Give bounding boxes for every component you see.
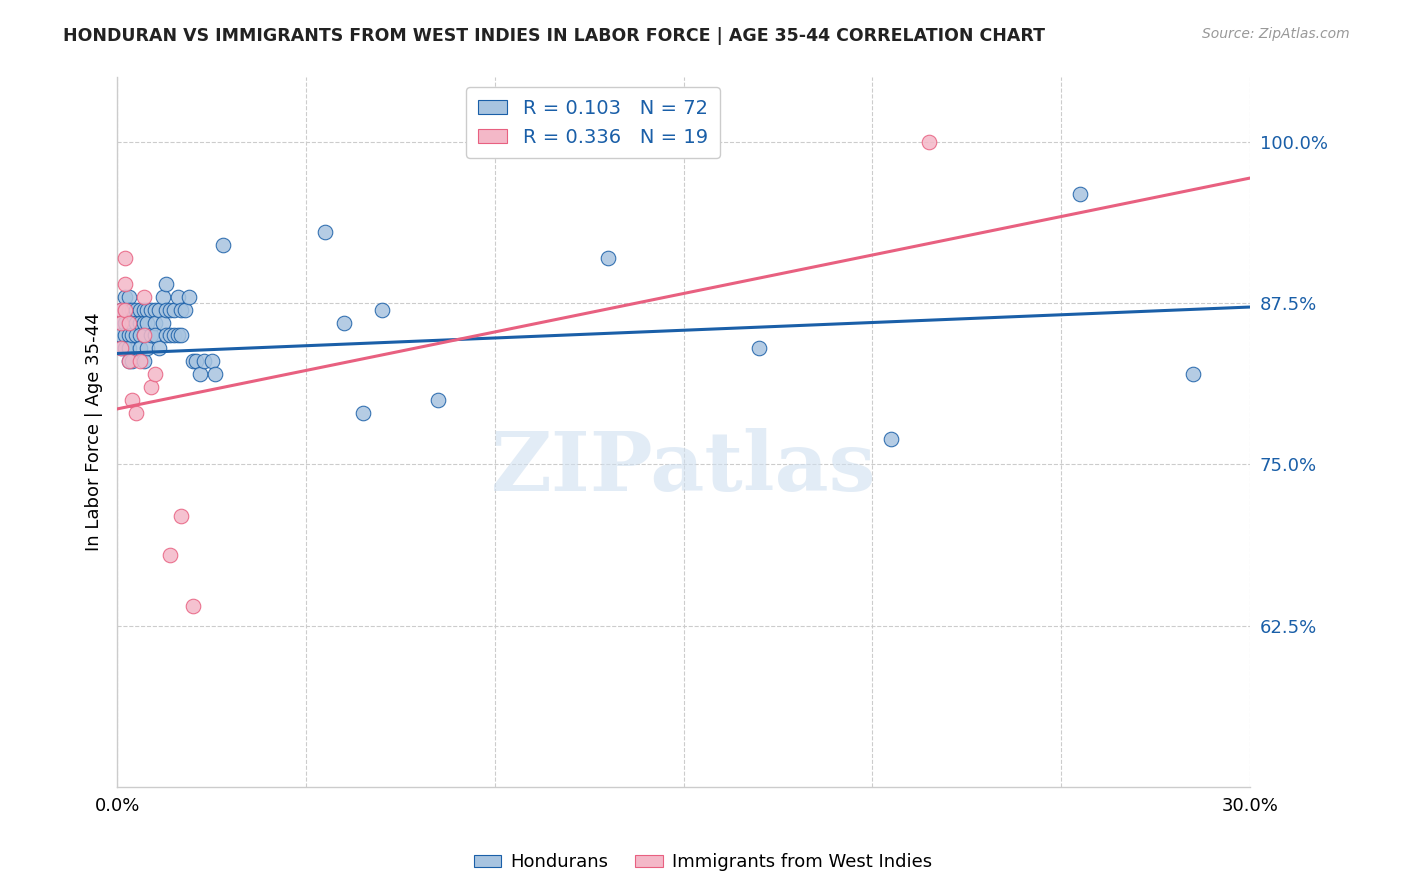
Point — [132, 316, 155, 330]
Point — [117, 290, 139, 304]
Point — [110, 341, 132, 355]
Point — [136, 302, 159, 317]
Point — [143, 302, 166, 317]
Point — [110, 341, 132, 355]
Point — [186, 354, 208, 368]
Point — [143, 328, 166, 343]
Point — [121, 328, 143, 343]
Point — [166, 290, 188, 304]
Point — [332, 316, 354, 330]
Point — [352, 406, 374, 420]
Point — [121, 392, 143, 407]
Point — [155, 277, 177, 291]
Point — [370, 302, 392, 317]
Point — [128, 328, 150, 343]
Point — [114, 302, 136, 317]
Point — [117, 328, 139, 343]
Point — [132, 290, 155, 304]
Point — [128, 302, 150, 317]
Point — [125, 316, 148, 330]
Point — [110, 302, 132, 317]
Point — [110, 316, 132, 330]
Point — [143, 316, 166, 330]
Text: Source: ZipAtlas.com: Source: ZipAtlas.com — [1202, 27, 1350, 41]
Point — [121, 354, 143, 368]
Point — [125, 328, 148, 343]
Point — [114, 316, 136, 330]
Point — [114, 341, 136, 355]
Point — [1182, 367, 1205, 381]
Point — [114, 290, 136, 304]
Point — [125, 406, 148, 420]
Point — [170, 302, 193, 317]
Point — [117, 354, 139, 368]
Point — [181, 354, 204, 368]
Point — [132, 354, 155, 368]
Point — [188, 367, 211, 381]
Point — [110, 302, 132, 317]
Point — [152, 290, 174, 304]
Point — [163, 328, 186, 343]
Point — [121, 316, 143, 330]
Point — [918, 135, 941, 149]
Point — [114, 302, 136, 317]
Point — [170, 508, 193, 523]
Point — [117, 316, 139, 330]
Point — [132, 302, 155, 317]
Point — [128, 341, 150, 355]
Point — [163, 302, 186, 317]
Legend: Hondurans, Immigrants from West Indies: Hondurans, Immigrants from West Indies — [467, 847, 939, 879]
Point — [177, 290, 200, 304]
Point — [143, 367, 166, 381]
Point — [117, 302, 139, 317]
Point — [141, 302, 163, 317]
Point — [125, 302, 148, 317]
Point — [136, 316, 159, 330]
Point — [181, 599, 204, 614]
Text: ZIPatlas: ZIPatlas — [491, 427, 876, 508]
Point — [204, 367, 226, 381]
Point — [748, 341, 770, 355]
Point — [128, 354, 150, 368]
Point — [117, 354, 139, 368]
Point — [427, 392, 450, 407]
Point — [170, 328, 193, 343]
Point — [114, 277, 136, 291]
Point — [193, 354, 215, 368]
Point — [110, 316, 132, 330]
Point — [132, 328, 155, 343]
Point — [880, 432, 903, 446]
Point — [141, 380, 163, 394]
Point — [200, 354, 222, 368]
Point — [121, 302, 143, 317]
Point — [136, 341, 159, 355]
Point — [159, 328, 181, 343]
Point — [166, 328, 188, 343]
Text: HONDURAN VS IMMIGRANTS FROM WEST INDIES IN LABOR FORCE | AGE 35-44 CORRELATION C: HONDURAN VS IMMIGRANTS FROM WEST INDIES … — [63, 27, 1045, 45]
Point — [114, 328, 136, 343]
Point — [128, 316, 150, 330]
Point — [596, 251, 619, 265]
Legend: R = 0.103   N = 72, R = 0.336   N = 19: R = 0.103 N = 72, R = 0.336 N = 19 — [467, 87, 720, 158]
Point — [1069, 186, 1091, 201]
Point — [155, 328, 177, 343]
Point — [174, 302, 197, 317]
Point — [155, 302, 177, 317]
Point — [159, 548, 181, 562]
Point — [141, 328, 163, 343]
Point — [132, 328, 155, 343]
Point — [148, 302, 170, 317]
Point — [110, 328, 132, 343]
Point — [152, 316, 174, 330]
Y-axis label: In Labor Force | Age 35-44: In Labor Force | Age 35-44 — [86, 313, 103, 551]
Point — [148, 341, 170, 355]
Point — [117, 316, 139, 330]
Point — [314, 225, 336, 239]
Point — [117, 341, 139, 355]
Point — [114, 251, 136, 265]
Point — [159, 302, 181, 317]
Point — [212, 238, 235, 252]
